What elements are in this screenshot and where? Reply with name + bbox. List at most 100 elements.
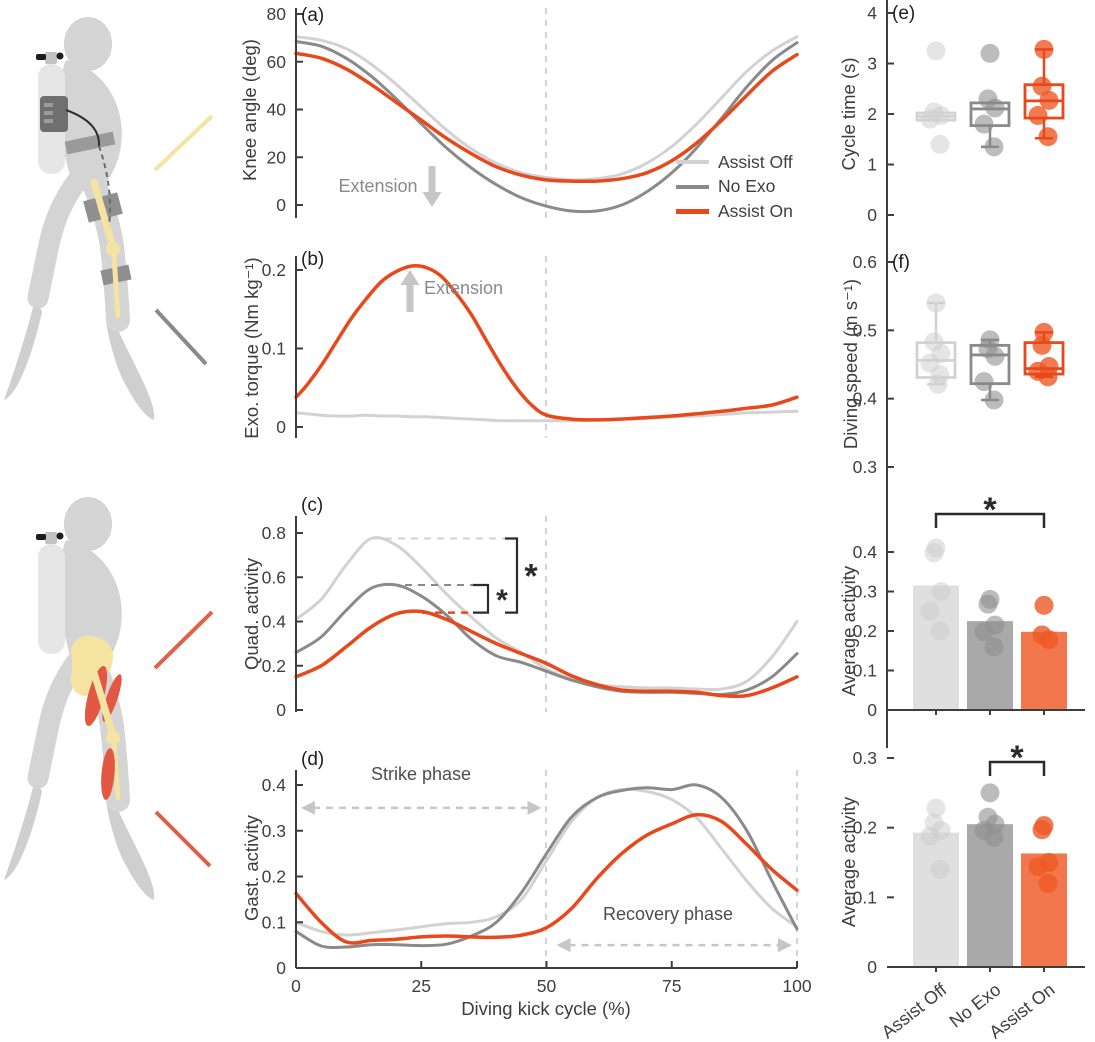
x-tick-label: 25 xyxy=(412,976,431,996)
data-point xyxy=(924,543,944,563)
sig-asterisk: * xyxy=(983,491,997,529)
control-unit-detail xyxy=(44,111,53,115)
series-line-assist_off xyxy=(294,787,799,937)
series-line-assist_on xyxy=(294,609,799,699)
extension-arrow-head xyxy=(422,192,442,207)
data-point xyxy=(930,621,950,641)
data-point xyxy=(920,601,940,621)
data-point xyxy=(974,622,994,642)
legend-label-assist-on: Assist On xyxy=(718,200,793,221)
panel-c-plot: * * 0 0.2 0.4 0.6 0.8 xyxy=(262,516,799,720)
y-tick-label: 1 xyxy=(867,155,877,175)
diver-exo-kinematics xyxy=(4,17,154,420)
power-cable xyxy=(65,109,101,147)
series-line-assist_on xyxy=(294,264,799,422)
y-tick-label: 0 xyxy=(867,700,877,720)
legend-item-assist-off: Assist Off xyxy=(676,150,793,175)
power-cable-dashed xyxy=(98,145,111,227)
y-tick-label: 0.3 xyxy=(262,821,286,841)
y-axis-title-gast: Gast. activity xyxy=(241,815,262,921)
x-axis-title: Diving kick cycle (%) xyxy=(461,998,631,1019)
femur-bone xyxy=(90,178,116,248)
data-point xyxy=(1038,127,1058,147)
panel-f-letter: (f) xyxy=(892,252,910,273)
y-tick-label: 0.3 xyxy=(853,748,877,768)
y-tick-label: 0.2 xyxy=(262,260,286,280)
y-tick-label: 0 xyxy=(867,205,877,225)
data-point xyxy=(1032,820,1052,840)
phase-arrow-head-right xyxy=(777,938,792,953)
data-point xyxy=(984,827,1004,847)
y-tick-label: 0 xyxy=(867,957,877,977)
data-point xyxy=(978,594,998,614)
y-tick-label: 0.4 xyxy=(853,389,878,409)
phase-arrow-head-left xyxy=(301,800,316,815)
y-tick-label: 0 xyxy=(276,958,286,978)
data-point xyxy=(980,783,1000,803)
control-unit-detail xyxy=(44,103,53,107)
knee-joint xyxy=(106,731,120,745)
box xyxy=(1023,341,1065,376)
y-tick-label: 0.8 xyxy=(262,523,286,543)
data-point xyxy=(984,637,1004,657)
y-tick-label: 0.1 xyxy=(262,912,286,932)
sig-asterisk: * xyxy=(524,558,538,596)
extension-note-b: Extension xyxy=(424,278,504,298)
data-point xyxy=(926,41,946,61)
knee-joint xyxy=(106,242,120,256)
leader-line-quad xyxy=(153,610,214,670)
panel-b-letter: (b) xyxy=(301,249,325,270)
series-line-assist_on xyxy=(294,812,799,945)
phase-arrow-head-left xyxy=(556,938,571,953)
y-tick-label: 0.2 xyxy=(853,818,877,838)
quadriceps-muscle xyxy=(84,665,108,727)
x-tick-label: 0 xyxy=(291,976,301,996)
series-line-assist_off xyxy=(294,35,799,182)
x-tick-label: 100 xyxy=(782,976,811,996)
y-tick-label: 3 xyxy=(867,54,877,74)
panel-d-letter: (d) xyxy=(301,749,325,770)
panel-b-plot: 0 0.1 0.2 xyxy=(262,256,799,438)
data-point xyxy=(1038,873,1058,893)
legend-label-no-exo: No Exo xyxy=(718,176,776,197)
sig-asterisk: * xyxy=(1010,739,1024,777)
x-tick-label: 75 xyxy=(662,976,681,996)
femur-bone xyxy=(88,662,116,736)
data-point xyxy=(930,134,950,154)
data-point xyxy=(926,798,946,818)
box xyxy=(969,101,1011,128)
y-tick-label: 0.2 xyxy=(262,656,286,676)
category-label: Assist Off xyxy=(878,979,952,1042)
boxplot-assist_off xyxy=(915,41,957,154)
y-tick-label: 0 xyxy=(276,195,286,215)
panel-e-letter: (e) xyxy=(892,3,916,24)
y-tick-label: 0.2 xyxy=(262,867,286,887)
gastrocnemius-muscle xyxy=(101,748,115,800)
leader-line-exo-torque xyxy=(154,308,208,366)
y-tick-label: 0.1 xyxy=(853,661,877,681)
x-tick-label: 50 xyxy=(537,976,557,996)
data-point xyxy=(931,582,951,601)
y-axis-title-cycle-time: Cycle time (s) xyxy=(838,57,859,171)
diver-illustration xyxy=(0,0,214,1042)
strike-phase-label: Strike phase xyxy=(370,764,472,784)
y-tick-label: 4 xyxy=(867,3,877,23)
control-unit-detail xyxy=(44,119,53,123)
waist-strap xyxy=(64,131,116,155)
y-tick-label: 0.6 xyxy=(853,252,877,272)
panel-a-letter: (a) xyxy=(301,5,325,26)
legend-item-assist-on: Assist On xyxy=(676,199,793,224)
series-line-assist_on xyxy=(294,51,799,184)
y-tick-label: 60 xyxy=(267,52,287,72)
sig-bracket-assist-off-vs-assist-on xyxy=(505,537,519,614)
data-point xyxy=(920,826,940,846)
y-tick-label: 0.4 xyxy=(262,775,287,795)
phase-arrow-head-right xyxy=(527,800,542,815)
y-axis-title-quad: Quad. activity xyxy=(241,557,262,671)
bar-assist_off xyxy=(913,832,959,967)
panel-c-letter: (c) xyxy=(301,495,324,516)
panel-f-plot: 0.3 0.4 0.5 0.6 xyxy=(853,252,1065,477)
legend: Assist Off No Exo Assist On xyxy=(676,150,793,224)
y-axis-title-knee-angle: Knee angle (deg) xyxy=(239,39,260,181)
